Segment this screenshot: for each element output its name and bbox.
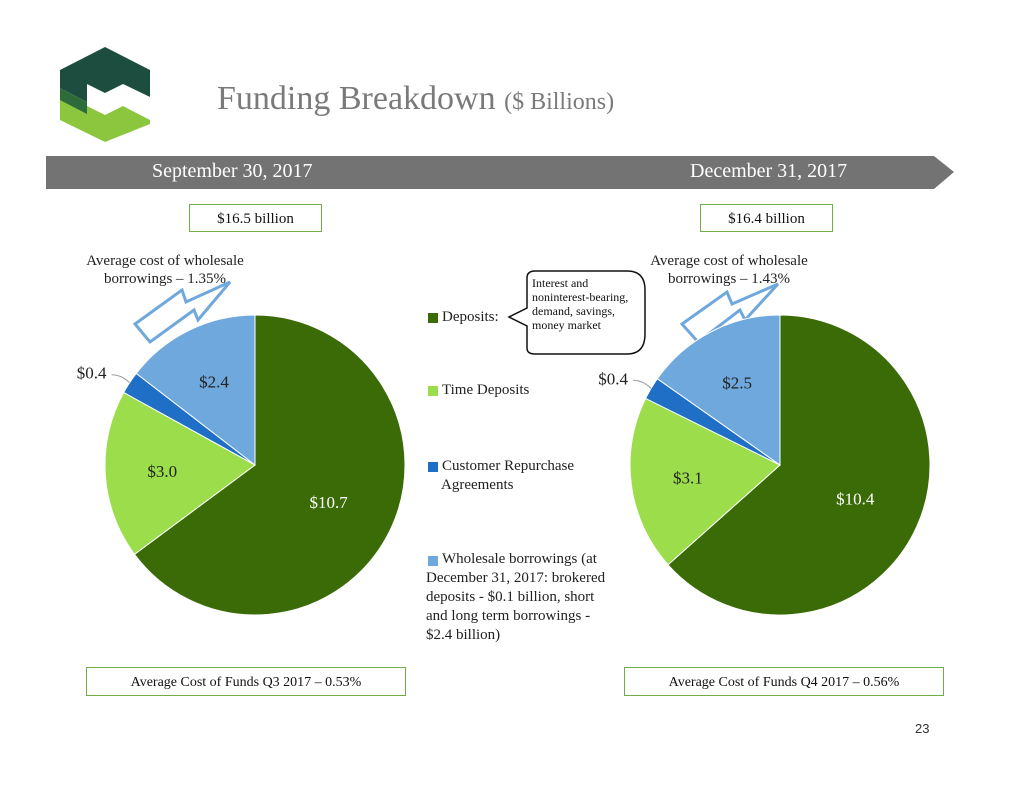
cost-of-funds-q3: Average Cost of Funds Q3 2017 – 0.53% — [86, 667, 406, 696]
deposits-callout-text: Interest and noninterest-bearing, demand… — [532, 276, 629, 332]
total-left: $16.5 billion — [189, 204, 322, 232]
slice-label-wholesale: $2.4 — [199, 373, 229, 392]
date-banner: September 30, 2017 December 31, 2017 — [46, 156, 956, 189]
slice-label-deposits: $10.4 — [836, 490, 875, 509]
pie-chart-sep-2017: $10.7 $3.0 $0.4 $2.4 — [77, 314, 406, 616]
arrow-left — [132, 280, 232, 345]
pie-slice-time-deposits — [629, 397, 781, 566]
banner-right-date: December 31, 2017 — [690, 160, 848, 182]
pie-chart-dec-2017: $10.4 $3.1 $0.4 $2.5 — [598, 314, 931, 616]
legend-swatch-time-deposits — [428, 386, 438, 396]
leader-line-repurchase — [633, 379, 652, 389]
legend-wholesale: Wholesale borrowings (at December 31, 20… — [426, 551, 606, 643]
pie-slice-time-deposits — [104, 391, 256, 556]
pie-slice-deposits — [133, 314, 406, 616]
slice-label-time-deposits: $3.0 — [147, 462, 177, 481]
banner-left-date: September 30, 2017 — [152, 160, 313, 182]
slice-label-repurchase: $0.4 — [77, 364, 107, 383]
title-main: Funding Breakdown — [217, 80, 496, 117]
total-right: $16.4 billion — [700, 204, 833, 232]
leader-line-repurchase — [111, 374, 130, 384]
legend-repurchase: Customer Repurchase Agreements — [441, 458, 575, 493]
company-logo — [60, 47, 150, 142]
cost-of-funds-q4: Average Cost of Funds Q4 2017 – 0.56% — [624, 667, 944, 696]
pie-slice-wholesale — [656, 314, 781, 466]
page-number: 23 — [915, 721, 930, 736]
slice-label-time-deposits: $3.1 — [673, 468, 703, 487]
legend-swatch-wholesale — [428, 556, 438, 566]
slice-label-repurchase: $0.4 — [598, 369, 628, 388]
legend-deposits: Deposits: — [442, 309, 499, 325]
legend-swatch-repurchase — [428, 462, 438, 472]
legend-time-deposits: Time Deposits — [442, 382, 530, 398]
slice-label-deposits: $10.7 — [310, 493, 349, 512]
banner-shape — [46, 156, 954, 189]
avg-wholesale-right: Average cost of wholesale borrowings – 1… — [650, 253, 808, 287]
pie-slice-deposits — [667, 314, 931, 616]
page-title: Funding Breakdown ($ Billions) — [217, 80, 614, 118]
legend-swatch-deposits — [428, 313, 438, 323]
slice-label-wholesale: $2.5 — [722, 373, 752, 392]
title-unit: ($ Billions) — [504, 89, 615, 115]
deposits-callout-shape — [507, 270, 646, 355]
avg-wholesale-left: Average cost of wholesale borrowings – 1… — [86, 253, 244, 287]
pie-slice-wholesale — [135, 314, 256, 467]
